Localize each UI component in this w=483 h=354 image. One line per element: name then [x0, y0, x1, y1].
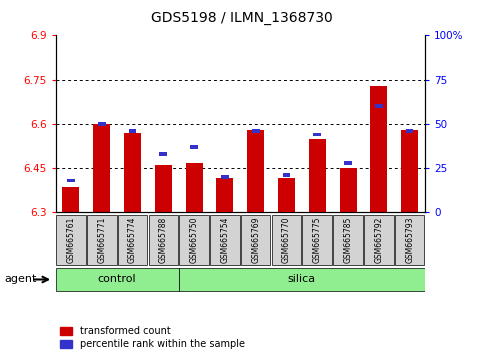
Text: GSM665754: GSM665754	[220, 217, 229, 263]
Text: GSM665792: GSM665792	[374, 217, 384, 263]
Bar	[56, 268, 179, 291]
Text: agent: agent	[5, 274, 37, 285]
Bar	[247, 130, 264, 212]
Bar	[210, 215, 240, 265]
Bar	[67, 179, 75, 182]
Bar	[309, 139, 326, 212]
Bar	[216, 178, 233, 212]
Bar	[93, 124, 110, 212]
Bar	[278, 178, 295, 212]
Text: GSM665770: GSM665770	[282, 217, 291, 263]
Text: GSM665769: GSM665769	[251, 217, 260, 263]
Text: GSM665774: GSM665774	[128, 217, 137, 263]
Text: GSM665750: GSM665750	[190, 217, 199, 263]
Bar	[283, 173, 290, 177]
Bar	[395, 215, 425, 265]
Bar	[179, 215, 209, 265]
Bar	[364, 215, 394, 265]
Bar	[190, 145, 198, 149]
Text: GSM665793: GSM665793	[405, 217, 414, 263]
Bar	[370, 86, 387, 212]
Bar	[313, 133, 321, 136]
Bar	[302, 215, 332, 265]
Bar	[344, 161, 352, 165]
Bar	[179, 268, 425, 291]
Text: GSM665761: GSM665761	[67, 217, 75, 263]
Text: GSM665771: GSM665771	[97, 217, 106, 263]
Bar	[340, 168, 356, 212]
Bar	[62, 187, 79, 212]
Bar	[56, 215, 85, 265]
Bar	[272, 215, 301, 265]
Bar	[333, 215, 363, 265]
Bar	[159, 152, 167, 156]
Bar	[185, 163, 202, 212]
Text: control: control	[98, 274, 136, 285]
Bar	[155, 165, 172, 212]
Text: GSM665785: GSM665785	[343, 217, 353, 263]
Bar	[241, 215, 270, 265]
Text: GSM665788: GSM665788	[159, 217, 168, 263]
Bar	[252, 129, 259, 133]
Bar	[124, 133, 141, 212]
Bar	[87, 215, 116, 265]
Text: GSM665775: GSM665775	[313, 217, 322, 263]
Bar	[406, 129, 413, 133]
Legend: transformed count, percentile rank within the sample: transformed count, percentile rank withi…	[60, 326, 245, 349]
Bar	[98, 122, 106, 126]
Text: silica: silica	[288, 274, 316, 285]
Text: GDS5198 / ILMN_1368730: GDS5198 / ILMN_1368730	[151, 11, 332, 25]
Bar	[221, 175, 229, 179]
Bar	[118, 215, 147, 265]
Bar	[149, 215, 178, 265]
Bar	[401, 130, 418, 212]
Bar	[128, 129, 136, 133]
Bar	[375, 104, 383, 108]
